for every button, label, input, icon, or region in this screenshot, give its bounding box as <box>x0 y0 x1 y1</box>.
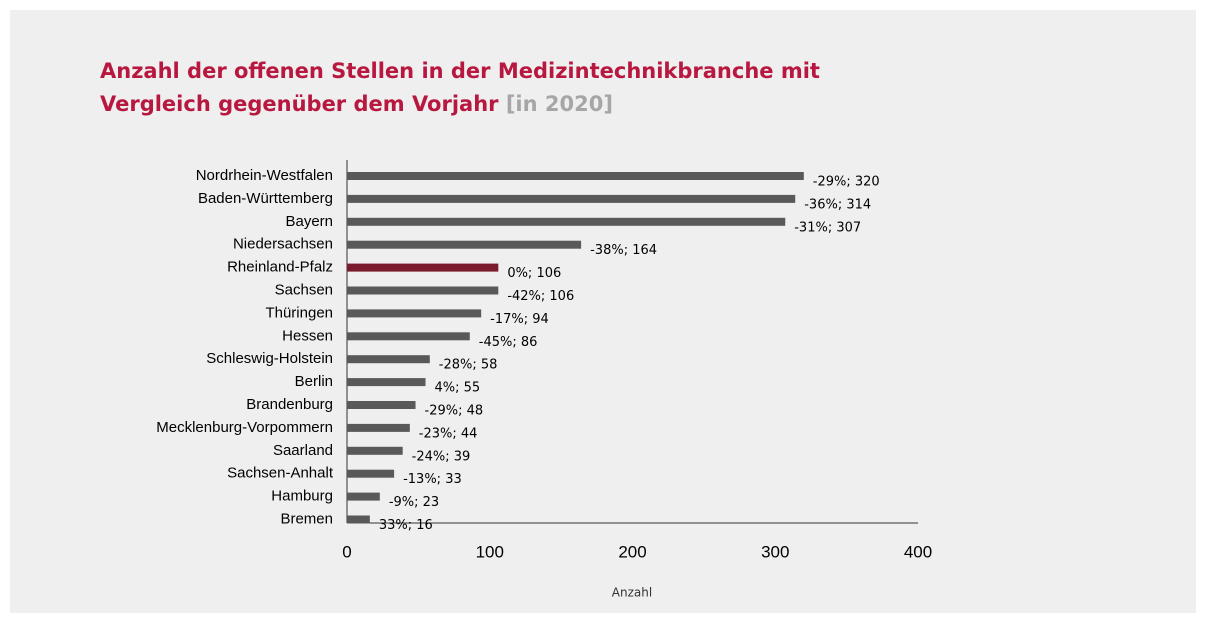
y-tick-label: Hessen <box>282 327 333 344</box>
bar <box>347 217 786 226</box>
y-tick-label: Sachsen-Anhalt <box>227 465 334 482</box>
value-label: -36%; 314 <box>804 197 871 212</box>
bar <box>347 240 582 249</box>
y-tick-label: Rheinland-Pfalz <box>227 259 333 276</box>
value-label: -28%; 58 <box>439 358 498 373</box>
x-tick-label: 400 <box>904 542 932 561</box>
y-tick-label: Baden-Württemberg <box>198 190 333 207</box>
y-tick-label: Nordrhein-Westfalen <box>196 167 333 184</box>
bar <box>347 286 499 295</box>
bar <box>347 194 796 203</box>
chart-title: Anzahl der offenen Stellen in der Medizi… <box>100 59 820 116</box>
x-tick-label: 200 <box>618 542 646 561</box>
y-tick-label: Schleswig-Holstein <box>206 350 333 367</box>
y-tick-label: Hamburg <box>271 488 333 505</box>
bar <box>347 263 499 272</box>
y-tick-label: Bayern <box>285 213 333 230</box>
value-label: -29%; 320 <box>813 175 880 190</box>
bar <box>347 401 416 409</box>
value-label: -31%; 307 <box>794 220 861 235</box>
bar <box>347 355 430 364</box>
value-label: -24%; 39 <box>412 449 471 464</box>
panel <box>10 10 1196 613</box>
y-tick-label: Sachsen <box>275 281 333 298</box>
value-label: 4%; 55 <box>435 381 481 396</box>
bar <box>347 446 403 455</box>
bar <box>347 332 470 341</box>
bar <box>347 515 370 524</box>
x-tick-label: 100 <box>476 542 504 561</box>
value-label: -17%; 94 <box>490 312 549 327</box>
bar <box>347 423 410 432</box>
bar <box>347 378 426 387</box>
chart-subtitle: [in 2020] <box>505 92 613 116</box>
bar <box>347 469 395 478</box>
y-tick-label: Thüringen <box>265 304 333 321</box>
value-label: 33%; 16 <box>379 518 433 533</box>
value-label: -42%; 106 <box>507 289 574 304</box>
y-tick-label: Bremen <box>280 510 333 527</box>
y-tick-label: Brandenburg <box>246 396 333 413</box>
y-tick-label: Niedersachsen <box>233 236 333 253</box>
x-tick-label: 300 <box>761 542 789 561</box>
value-label: 0%; 106 <box>507 266 561 281</box>
bar <box>347 172 804 180</box>
bar <box>347 492 380 501</box>
value-label: -38%; 164 <box>590 243 657 258</box>
value-label: -13%; 33 <box>403 472 462 487</box>
y-tick-label: Berlin <box>295 373 333 390</box>
x-axis-title: Anzahl <box>612 586 652 600</box>
value-label: -29%; 48 <box>425 404 484 419</box>
value-label: -9%; 23 <box>389 495 439 510</box>
y-tick-label: Mecklenburg-Vorpommern <box>156 419 333 436</box>
title-block: Anzahl der offenen Stellen in der Medizi… <box>100 55 900 121</box>
x-tick-label: 0 <box>342 542 351 561</box>
value-label: -23%; 44 <box>419 426 478 441</box>
bar <box>347 309 482 318</box>
value-label: -45%; 86 <box>479 335 538 350</box>
y-tick-label: Saarland <box>273 442 333 459</box>
